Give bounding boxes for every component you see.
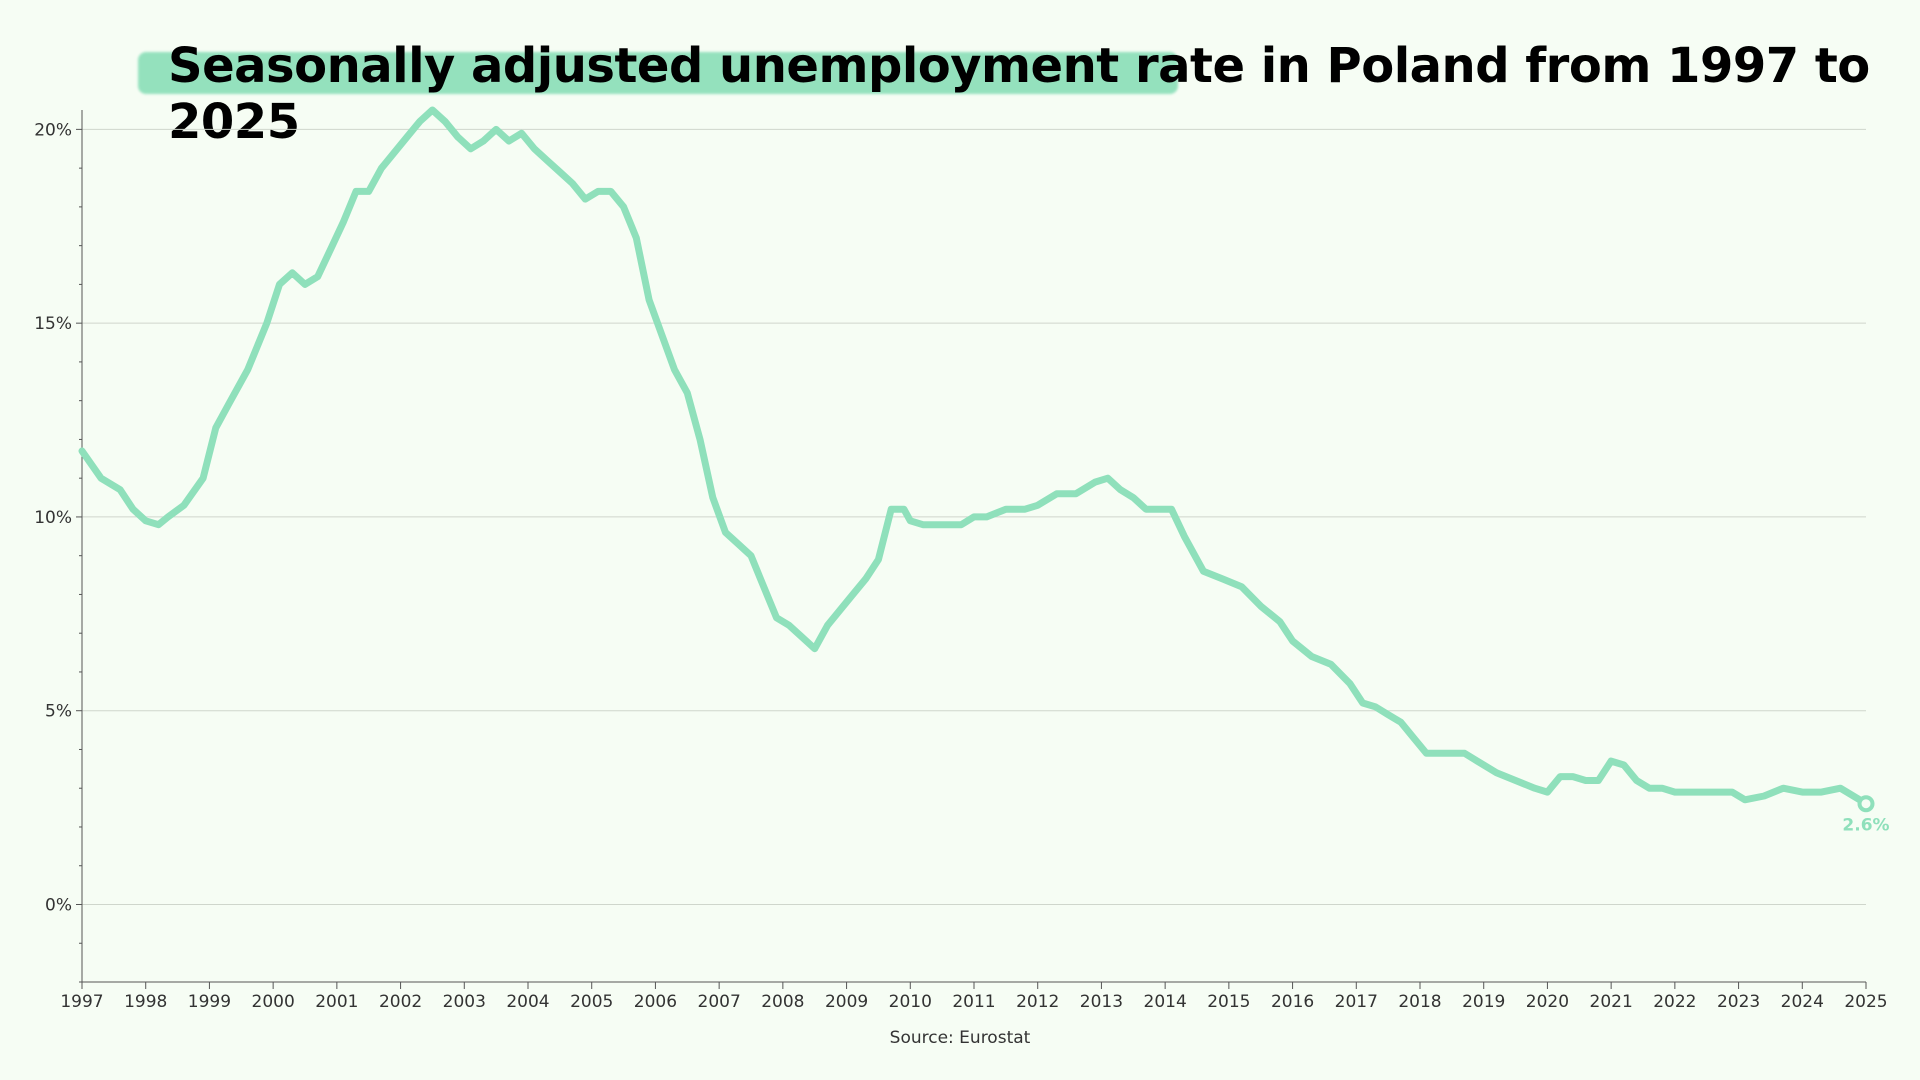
y-tick-label: 20% (34, 120, 72, 140)
y-tick-label: 15% (34, 314, 72, 334)
chart-title: Seasonally adjusted unemployment rate in… (168, 38, 1870, 150)
y-tick-label: 0% (45, 895, 72, 915)
series-line (78, 106, 1870, 808)
x-tick-label: 2006 (634, 992, 677, 1012)
x-tick-label: 2023 (1717, 992, 1760, 1012)
x-tick-label: 2018 (1398, 992, 1441, 1012)
x-tick-label: 2010 (889, 992, 932, 1012)
x-tick-label: 1997 (60, 992, 103, 1012)
x-tick-label: 2007 (698, 992, 741, 1012)
x-tick-label: 2004 (506, 992, 549, 1012)
end-value-label: 2.6% (1842, 816, 1889, 836)
x-tick-label: 2016 (1271, 992, 1314, 1012)
x-tick-label: 2008 (761, 992, 804, 1012)
x-tick-label: 2014 (1144, 992, 1187, 1012)
x-tick-label: 2024 (1781, 992, 1824, 1012)
x-tick-label: 2021 (1590, 992, 1633, 1012)
x-tick-label: 2005 (570, 992, 613, 1012)
x-tick-label: 2002 (379, 992, 422, 1012)
x-tick-label: 2025 (1844, 992, 1887, 1012)
x-tick-label: 1999 (188, 992, 231, 1012)
x-tick-label: 2017 (1335, 992, 1378, 1012)
x-tick-label: 2011 (952, 992, 995, 1012)
x-tick-label: 2020 (1526, 992, 1569, 1012)
x-tick-label: 2022 (1653, 992, 1696, 1012)
y-tick-label: 10% (34, 508, 72, 528)
title-container: Seasonally adjusted unemployment rate in… (0, 38, 1920, 150)
x-tick-label: 2001 (315, 992, 358, 1012)
x-tick-label: 2012 (1016, 992, 1059, 1012)
x-tick-label: 2000 (252, 992, 295, 1012)
x-tick-label: 2009 (825, 992, 868, 1012)
x-tick-label: 2003 (443, 992, 486, 1012)
source-note: Source: Eurostat (889, 1028, 1031, 1048)
end-point-marker (1857, 795, 1875, 813)
title-highlight-stroke (138, 52, 1178, 94)
x-tick-label: 2013 (1080, 992, 1123, 1012)
x-tick-label: 1998 (124, 992, 167, 1012)
x-tick-label: 2015 (1207, 992, 1250, 1012)
y-tick-label: 5% (45, 702, 72, 722)
x-tick-label: 2019 (1462, 992, 1505, 1012)
